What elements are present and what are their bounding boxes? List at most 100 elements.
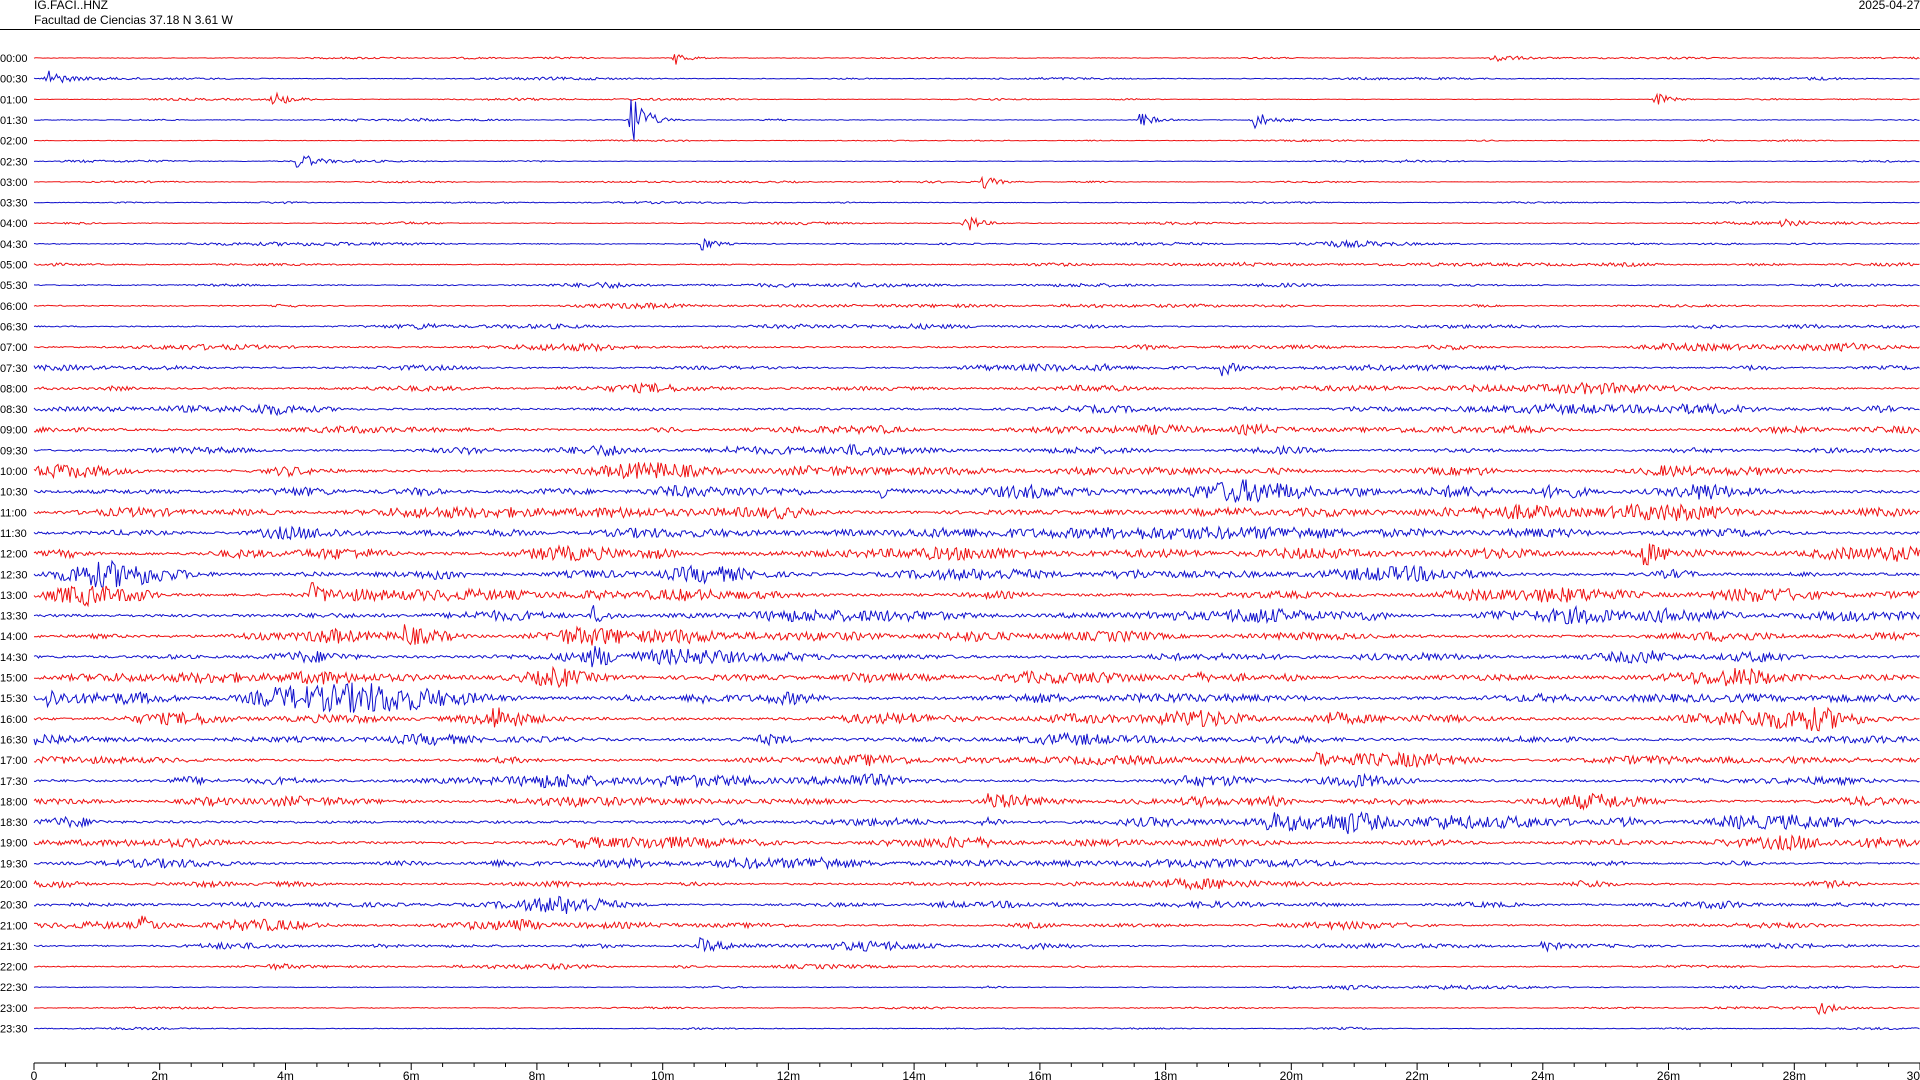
row-label: 01:30 (0, 115, 28, 127)
trace-row-2030 (33, 895, 1920, 914)
row-label: 12:00 (0, 549, 28, 561)
trace-row-1630 (33, 731, 1920, 747)
row-label: 19:30 (0, 858, 28, 870)
row-label: 08:00 (0, 383, 28, 395)
trace-row-0230 (33, 155, 1920, 168)
row-label: 13:30 (0, 611, 28, 623)
row-label: 12:30 (0, 569, 28, 581)
header-divider (0, 29, 1920, 30)
x-tick-label: 12m (777, 1069, 800, 1080)
row-label: 08:30 (0, 404, 28, 416)
trace-row-2130 (33, 936, 1920, 953)
x-tick-label: 4m (277, 1069, 294, 1080)
trace-row-1400 (33, 624, 1920, 646)
row-label: 18:30 (0, 817, 28, 829)
trace-row-2100 (33, 915, 1920, 932)
trace-row-0930 (33, 443, 1920, 458)
row-label: 20:30 (0, 900, 28, 912)
row-label: 23:00 (0, 1003, 28, 1015)
trace-row-1230 (33, 559, 1920, 589)
trace-row-1130 (33, 525, 1920, 541)
row-label: 14:00 (0, 631, 28, 643)
row-label: 00:30 (0, 74, 28, 86)
row-label: 05:00 (0, 260, 28, 272)
row-label-group: 00:00 00:30 01:00 01:30 02:00 02:30 03:00 03:30… (0, 53, 28, 1036)
row-label: 07:00 (0, 342, 28, 354)
row-label: 18:00 (0, 796, 28, 808)
row-label: 19:00 (0, 838, 28, 850)
x-tick-label: 26m (1657, 1069, 1680, 1080)
row-label: 13:00 (0, 590, 28, 602)
row-label: 11:00 (0, 507, 27, 519)
trace-row-1730 (33, 772, 1920, 789)
trace-row-2300 (33, 1003, 1920, 1016)
row-label: 02:30 (0, 156, 28, 168)
x-tick-label: 2m (151, 1069, 168, 1080)
trace-row-1700 (33, 751, 1920, 768)
x-tick-label: 16m (1028, 1069, 1051, 1080)
trace-row-1000 (33, 461, 1920, 480)
trace-row-1530 (33, 682, 1920, 713)
row-label: 17:00 (0, 755, 28, 767)
row-label: 06:00 (0, 301, 28, 313)
x-tick-label: 18m (1154, 1069, 1177, 1080)
trace-row-0100 (34, 91, 1920, 105)
trace-row-0530 (33, 281, 1920, 290)
row-label: 07:30 (0, 363, 28, 375)
trace-row-0030 (33, 70, 1920, 84)
trace-row-1800 (33, 792, 1920, 811)
row-label: 02:00 (0, 136, 28, 148)
row-label: 04:30 (0, 239, 28, 251)
row-label: 09:30 (0, 445, 28, 457)
row-label: 04:00 (0, 218, 28, 230)
row-label: 16:30 (0, 734, 28, 746)
trace-row-2000 (33, 877, 1920, 891)
trace-row-1300 (33, 582, 1920, 608)
row-label: 23:30 (0, 1024, 28, 1036)
trace-row-2330 (34, 1026, 1920, 1031)
row-label: 16:00 (0, 714, 28, 726)
trace-row-1830 (33, 810, 1920, 835)
row-label: 09:00 (0, 425, 28, 437)
trace-row-1900 (33, 834, 1920, 852)
row-label: 22:30 (0, 982, 28, 994)
x-tick-label: 8m (529, 1069, 546, 1080)
trace-row-1430 (33, 645, 1920, 668)
trace-row-0630 (33, 322, 1920, 331)
trace-row-0000 (33, 54, 1920, 65)
x-tick-label: 22m (1405, 1069, 1428, 1080)
trace-row-0600 (33, 302, 1920, 311)
row-label: 06:30 (0, 321, 28, 333)
row-label: 15:00 (0, 673, 28, 685)
trace-row-0200 (33, 138, 1920, 143)
x-tick-label: 28m (1783, 1069, 1806, 1080)
trace-row-0900 (33, 422, 1920, 437)
x-tick-label: 14m (902, 1069, 925, 1080)
x-tick-label: 20m (1280, 1069, 1303, 1080)
x-axis: 0 2m 4m 6m 8m 10m 12m 14m 16m 18m 20m 22m 24m 26m 28m 3… (31, 1062, 1920, 1080)
trace-row-0830 (33, 402, 1920, 417)
row-label: 15:30 (0, 693, 28, 705)
row-label: 10:30 (0, 487, 28, 499)
trace-row-0430 (33, 237, 1920, 251)
station-location: Facultad de Ciencias 37.18 N 3.61 W (34, 13, 233, 27)
trace-row-1600 (33, 706, 1920, 732)
row-label: 21:00 (0, 920, 28, 932)
trace-row-1330 (33, 604, 1920, 625)
x-tick-label: 0 (31, 1069, 38, 1080)
trace-row-0300 (34, 175, 1920, 190)
trace-row-0730 (33, 362, 1920, 377)
row-label: 10:00 (0, 466, 28, 478)
row-label: 03:00 (0, 177, 28, 189)
trace-row-2230 (33, 984, 1920, 991)
trace-row-1100 (33, 502, 1920, 522)
trace-row-0330 (33, 200, 1920, 205)
trace-row-1500 (33, 665, 1920, 689)
row-label: 22:00 (0, 962, 28, 974)
trace-row-0400 (33, 216, 1920, 231)
x-tick-label: 24m (1531, 1069, 1554, 1080)
trace-row-0800 (34, 381, 1920, 395)
trace-row-1200 (33, 543, 1920, 566)
trace-row-1030 (33, 479, 1920, 503)
